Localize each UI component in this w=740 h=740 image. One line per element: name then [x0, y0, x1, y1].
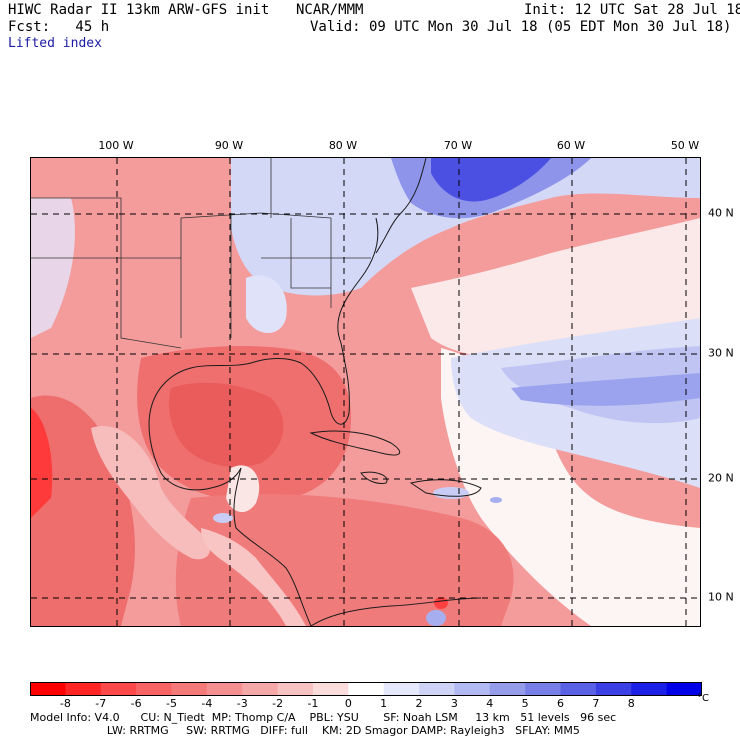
colorbar-tick-label: 2 [415, 697, 423, 710]
colorbar-tick-label: -8 [59, 697, 71, 710]
lat-label-40n: 40 N [708, 206, 734, 220]
colorbar-swatch [30, 682, 66, 696]
colorbar-tick-label: 0 [344, 697, 352, 710]
colorbar [30, 681, 703, 700]
colorbar-swatch [100, 682, 137, 696]
lon-label-90w: 90 W [214, 139, 244, 152]
colorbar-unit: °C [697, 693, 709, 704]
colorbar-tick-label: -2 [272, 697, 284, 710]
map-canvas [31, 158, 700, 626]
political-borders [31, 158, 371, 349]
colorbar-swatch [171, 682, 208, 696]
colorbar-swatch [560, 682, 597, 696]
lon-label-80w: 80 W [328, 139, 358, 152]
lon-label-100w: 100 W [98, 139, 134, 152]
unstable-max-pacific [31, 408, 53, 518]
colorbar-tick-label: -1 [307, 697, 319, 710]
colorbar-tick-label: -5 [165, 697, 177, 710]
lon-label-60w: 60 W [556, 139, 586, 152]
colorbar-tick-label: 1 [380, 697, 388, 710]
colorbar-swatch [277, 682, 314, 696]
stable-spot-midwest [246, 275, 287, 333]
colorbar-swatch [65, 682, 102, 696]
stable-max-northeast [431, 158, 551, 202]
field-name: Lifted index [8, 36, 102, 51]
stable-spot-hispaniola [433, 487, 469, 499]
colorbar-swatch [666, 682, 703, 696]
colorbar-swatch [383, 682, 420, 696]
colorbar-swatch [489, 682, 526, 696]
unstable-core-gulf [169, 382, 284, 467]
init-time: Init: 12 UTC Sat 28 Jul 18 [524, 2, 740, 18]
forecast-hour: Fcst: 45 h [8, 19, 110, 35]
colorbar-tick-label: 5 [521, 697, 529, 710]
lat-label-10n: 10 N [708, 590, 734, 604]
colorbar-swatch [419, 682, 455, 696]
land-mexico [91, 426, 211, 560]
stable-spot-venezuela [426, 610, 446, 626]
colorbar-swatch [242, 682, 279, 696]
lon-label-50w: 50 W [670, 139, 700, 152]
colorbar-outline [30, 682, 702, 696]
unstable-spot-venezuela [434, 597, 448, 609]
colorbar-swatch [631, 682, 668, 696]
land-central-america [201, 528, 306, 626]
agency-label: NCAR/MMM [296, 2, 364, 18]
colorbar-swatch [525, 682, 562, 696]
colorbar-tick-label: 3 [450, 697, 458, 710]
colorbar-tick-label: -7 [95, 697, 107, 710]
stable-spot-puerto-rico [490, 497, 502, 503]
stable-spot-honduras [213, 513, 233, 523]
colorbar-tick-label: 8 [627, 697, 635, 710]
colorbar-tick-label: -4 [201, 697, 213, 710]
stable-band-atlantic [511, 373, 700, 406]
colorbar-swatch [312, 682, 349, 696]
colorbar-tick-label: 4 [486, 697, 494, 710]
stable-zone-northeast [231, 158, 700, 296]
valid-time: Valid: 09 UTC Mon 30 Jul 18 (05 EDT Mon … [310, 19, 732, 35]
colorbar-swatch [454, 682, 491, 696]
graticule [31, 158, 700, 626]
model-info-line1: Model Info: V4.0 CU: N_Tiedt MP: Thomp C… [30, 711, 617, 724]
colorbar-tick-label: -6 [130, 697, 142, 710]
lifted-index-map [30, 157, 701, 627]
lon-label-70w: 70 W [443, 139, 473, 152]
colorbar-swatch [136, 682, 172, 696]
land-yucatan [226, 465, 260, 513]
model-title: HIWC Radar II 13km ARW-GFS init [8, 2, 270, 18]
lat-label-20n: 20 N [708, 471, 734, 485]
lat-label-30n: 30 N [708, 346, 734, 360]
colorbar-swatch [348, 682, 385, 696]
colorbar-swatches [30, 682, 703, 696]
colorbar-tick-label: 6 [557, 697, 565, 710]
neutral-zone-west [31, 198, 75, 338]
colorbar-tick-label: -3 [236, 697, 248, 710]
unstable-zone-caribbean [175, 494, 514, 626]
colorbar-tick-label: 7 [592, 697, 600, 710]
colorbar-swatch [206, 682, 243, 696]
colorbar-swatch [595, 682, 632, 696]
coastlines [148, 158, 482, 626]
model-info-line2: LW: RRTMG SW: RRTMG DIFF: full KM: 2D Sm… [30, 724, 580, 737]
